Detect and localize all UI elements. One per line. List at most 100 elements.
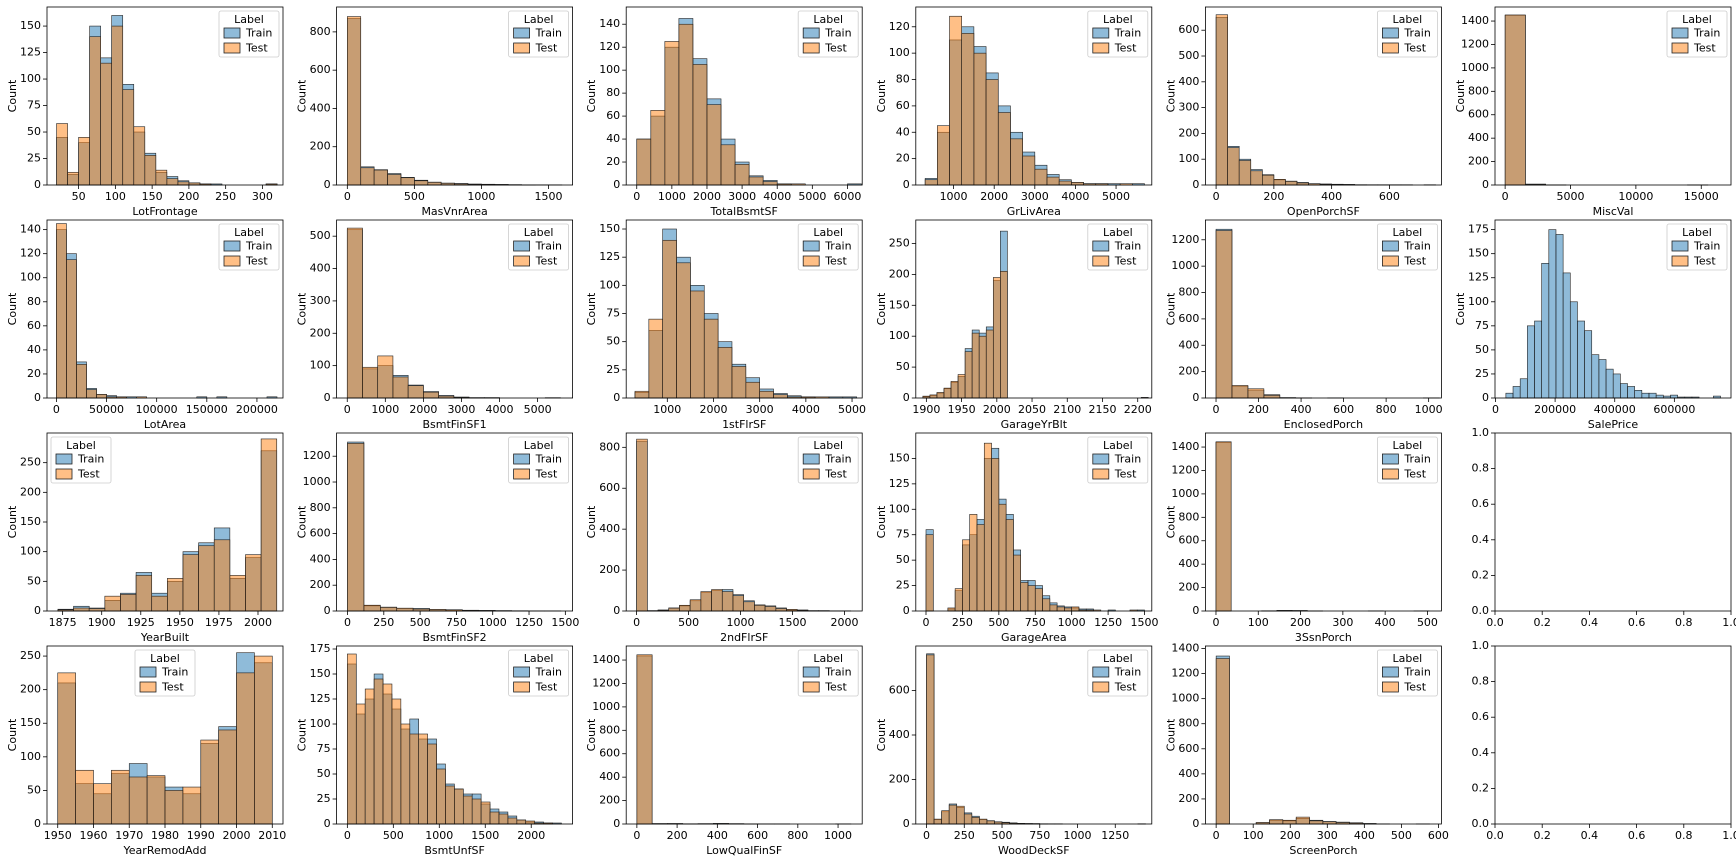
histogram-bar <box>396 607 414 612</box>
y-tick-label: 75 <box>27 99 41 112</box>
y-tick-label: 400 <box>1468 131 1489 144</box>
y-tick-label: 200 <box>889 267 910 280</box>
y-tick-label: 0 <box>1192 604 1199 617</box>
x-tick-label: 1000 <box>425 829 453 842</box>
y-tick-label: 200 <box>889 773 910 786</box>
legend-swatch <box>513 42 530 54</box>
x-tick-label: 400 <box>707 829 728 842</box>
y-tick-label: 1000 <box>1171 259 1199 272</box>
histogram-bar <box>762 181 778 186</box>
legend-swatch <box>1092 42 1110 54</box>
x-axis-label: ScreenPorch <box>1289 844 1357 857</box>
legend-swatch <box>1671 240 1689 252</box>
x-tick-label: 1.0 <box>1722 616 1736 629</box>
legend-swatch <box>1382 666 1399 678</box>
x-tick-label: 0 <box>1213 190 1220 203</box>
x-tick-label: 500 <box>1417 616 1438 629</box>
legend-swatch <box>55 453 73 465</box>
x-tick-label: 0.6 <box>1628 829 1646 842</box>
histogram-bar <box>1512 386 1521 399</box>
y-tick-label: 600 <box>599 747 620 760</box>
y-tick-label: 125 <box>20 46 41 59</box>
histogram-bar <box>229 575 246 612</box>
histogram-bar <box>151 595 168 612</box>
histogram-bar <box>963 813 973 825</box>
x-axis-label: YearRemodAdd <box>123 844 207 857</box>
histogram-bar <box>382 683 393 825</box>
y-axis-label: Count <box>6 292 19 325</box>
x-tick-label: 1000 <box>1415 403 1443 416</box>
histogram-bar <box>1215 14 1228 186</box>
y-tick-label: 400 <box>1178 557 1199 570</box>
legend-swatch <box>802 240 820 252</box>
x-tick-label: 300 <box>1332 616 1353 629</box>
histogram-bar <box>1527 325 1535 399</box>
histogram-bar <box>89 36 101 186</box>
y-tick-label: 50 <box>896 360 910 373</box>
histogram-bar <box>76 364 87 399</box>
y-axis-label: Count <box>1164 292 1177 325</box>
legend-label: Train <box>535 453 562 466</box>
y-tick-label: 200 <box>310 326 331 339</box>
legend-swatch <box>223 240 241 252</box>
y-tick-label: 1200 <box>1171 667 1199 680</box>
legend-label: Test <box>1114 255 1137 268</box>
histogram-bar <box>363 604 381 612</box>
y-tick-label: 1200 <box>303 449 331 462</box>
x-tick-label: 200 <box>1290 616 1311 629</box>
y-tick-label: 800 <box>1178 717 1199 730</box>
x-tick-label: 0 <box>344 190 351 203</box>
y-tick-label: 0 <box>903 817 910 830</box>
y-tick-label: 0.4 <box>1472 746 1490 759</box>
y-tick-label: 200 <box>599 794 620 807</box>
y-tick-label: 140 <box>20 223 41 236</box>
y-tick-label: 1000 <box>303 475 331 488</box>
histogram-bar <box>943 387 952 399</box>
y-tick-label: 100 <box>310 717 331 730</box>
x-tick-label: 250 <box>373 616 394 629</box>
x-tick-label: 0.0 <box>1486 616 1504 629</box>
legend-title: Label <box>813 226 843 239</box>
axes-frame <box>336 219 574 399</box>
x-axis-label: LotArea <box>144 418 186 431</box>
x-axis-label: 1stFlrSF <box>722 418 766 431</box>
y-tick-label: 150 <box>889 451 910 464</box>
subplot: 0 500 1000 1500 2000 0 200 400 600 800 2ndFlrSF Cou… <box>585 432 863 644</box>
histogram-bar <box>925 534 934 612</box>
y-axis-label: Count <box>585 505 598 538</box>
y-tick-label: 0 <box>903 604 910 617</box>
legend-swatch <box>223 42 241 54</box>
x-tick-label: 1900 <box>912 403 940 416</box>
legend-swatch <box>1671 27 1689 39</box>
y-tick-label: 800 <box>599 723 620 736</box>
histogram-bar <box>245 554 262 612</box>
y-tick-label: 80 <box>896 73 910 86</box>
y-tick-label: 1000 <box>1171 692 1199 705</box>
legend-label: Train <box>1693 27 1720 40</box>
y-tick-label: 400 <box>310 552 331 565</box>
legend-label: Test <box>535 681 558 694</box>
y-tick-label: 200 <box>1178 126 1199 139</box>
legend-swatch <box>513 27 530 39</box>
histogram-bar <box>1598 359 1607 399</box>
x-tick-label: 500 <box>410 616 431 629</box>
histogram-bar <box>146 775 166 825</box>
x-tick-label: 0 <box>1213 403 1220 416</box>
histogram-bar <box>937 125 950 186</box>
x-tick-label: 150 <box>142 190 163 203</box>
histogram-bar <box>748 176 764 186</box>
histogram-bar <box>1227 147 1240 186</box>
y-tick-label: 800 <box>310 25 331 38</box>
histogram-bar <box>362 366 379 399</box>
y-tick-label: 0 <box>1482 391 1489 404</box>
legend-swatch <box>1382 42 1399 54</box>
legend-label: Test <box>1403 255 1426 268</box>
x-tick-label: 150000 <box>186 403 228 416</box>
legend-label: Train <box>77 453 104 466</box>
histogram-bar <box>678 23 694 186</box>
histogram-bar <box>636 138 652 186</box>
subplot: 0 250 500 750 1000 1250 1500 0 25 50 75 100 125 150 Ga… <box>875 432 1159 644</box>
histogram-bar <box>66 259 77 399</box>
y-tick-label: 40 <box>606 132 620 145</box>
